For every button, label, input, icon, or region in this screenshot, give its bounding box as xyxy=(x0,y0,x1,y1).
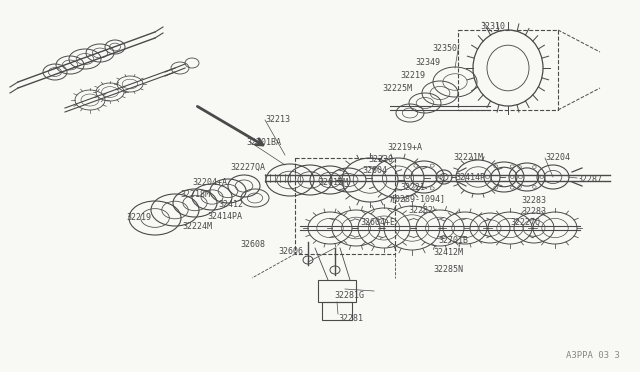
Text: 32220: 32220 xyxy=(368,155,393,164)
Text: 32204+A: 32204+A xyxy=(192,178,227,187)
Text: 32287: 32287 xyxy=(577,175,602,184)
Text: 32281: 32281 xyxy=(338,314,363,323)
Bar xyxy=(295,158,395,254)
Text: 32213: 32213 xyxy=(265,115,290,124)
Text: 32283: 32283 xyxy=(521,207,546,216)
Text: [0289-1094]: [0289-1094] xyxy=(390,194,445,203)
Text: 32615M: 32615M xyxy=(318,178,348,187)
Text: 32310: 32310 xyxy=(480,22,505,31)
Text: 32349: 32349 xyxy=(415,58,440,67)
Text: 32221: 32221 xyxy=(400,183,425,192)
Text: A3PPA 03 3: A3PPA 03 3 xyxy=(566,351,620,360)
Text: 32606: 32606 xyxy=(278,247,303,256)
Text: 32221M: 32221M xyxy=(453,153,483,162)
Text: 32285N: 32285N xyxy=(433,265,463,274)
Text: 32218M: 32218M xyxy=(180,190,210,199)
Text: 32283: 32283 xyxy=(521,196,546,205)
Text: 32282: 32282 xyxy=(408,206,433,215)
Text: 32414P: 32414P xyxy=(455,173,485,182)
Text: 32412: 32412 xyxy=(218,200,243,209)
Bar xyxy=(322,302,352,320)
Bar xyxy=(318,280,356,302)
Text: 32281G: 32281G xyxy=(334,291,364,300)
Text: 32412M: 32412M xyxy=(433,248,463,257)
Text: 32608: 32608 xyxy=(240,240,265,249)
Text: 32414PA: 32414PA xyxy=(207,212,242,221)
Text: 32219+A: 32219+A xyxy=(387,143,422,152)
Bar xyxy=(458,30,558,110)
Text: 32227Q: 32227Q xyxy=(510,218,540,227)
Text: 32225M: 32225M xyxy=(382,84,412,93)
Text: 32227QA: 32227QA xyxy=(230,163,265,172)
Text: 32204: 32204 xyxy=(545,153,570,162)
Text: 32701B: 32701B xyxy=(438,236,468,245)
Text: 32604: 32604 xyxy=(362,166,387,175)
Text: 32701BA: 32701BA xyxy=(246,138,281,147)
Text: 32219: 32219 xyxy=(126,213,151,222)
Text: 32350: 32350 xyxy=(432,44,457,53)
Text: 32604+E: 32604+E xyxy=(360,218,395,227)
Text: 32224M: 32224M xyxy=(182,222,212,231)
Text: 32219: 32219 xyxy=(400,71,425,80)
